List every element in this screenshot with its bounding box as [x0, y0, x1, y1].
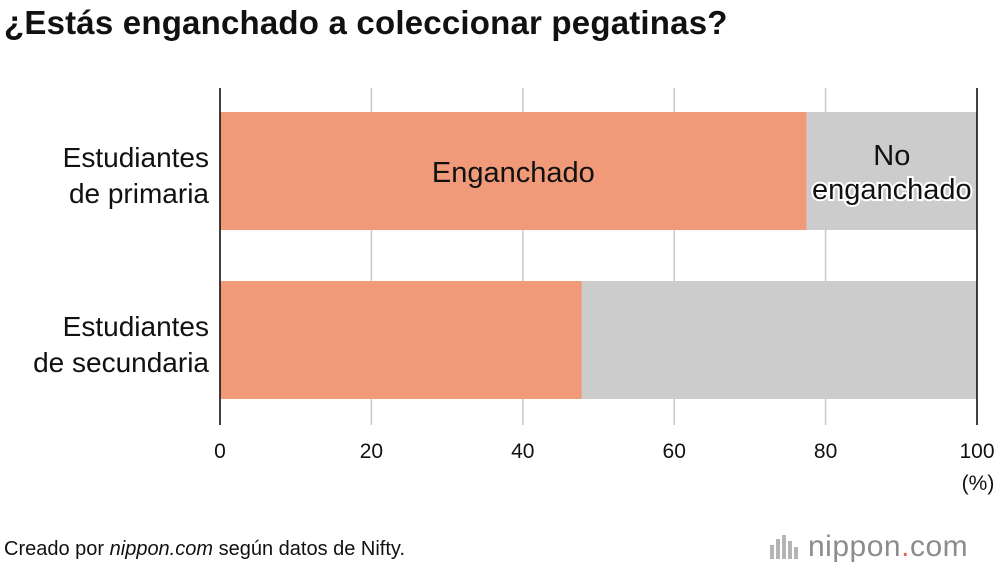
source-site: nippon.com — [109, 538, 214, 560]
x-tick-label: 60 — [663, 440, 686, 463]
x-tick-label: 80 — [814, 440, 837, 463]
series-label-no-line2: enganchado — [812, 174, 972, 206]
source-note: Creado por nippon.com según datos de Nif… — [4, 538, 405, 561]
logo-dot: . — [901, 530, 910, 563]
chart-title: ¿Estás enganchado a coleccionar pegatina… — [4, 4, 728, 41]
x-unit-label: (%) — [962, 472, 995, 495]
x-tick-label: 0 — [214, 440, 226, 463]
logo-bars-icon — [770, 535, 800, 559]
category-label: de primaria — [69, 178, 209, 209]
category-label: Estudiantes — [63, 142, 209, 173]
series-label-no-line1: No — [873, 140, 910, 172]
bar-segment — [220, 112, 807, 230]
bar-segment — [220, 281, 582, 399]
series-label-enganchado: Enganchado — [432, 157, 595, 189]
logo-word: nippon — [808, 530, 902, 563]
x-tick-label: 100 — [959, 440, 994, 463]
category-label: Estudiantes — [63, 311, 209, 342]
logo-wordmark: nippon.com — [808, 530, 968, 564]
x-tick-label: 40 — [511, 440, 534, 463]
bar-segment — [581, 281, 977, 399]
stacked-bar-chart: Estudiantes de primaria Estudiantes de secu… — [33, 88, 995, 495]
logo-tld: com — [909, 530, 969, 563]
bar-segment — [806, 112, 977, 230]
category-label: de secundaria — [33, 347, 209, 378]
source-suffix: según datos de Nifty. — [213, 538, 405, 560]
source-prefix: Creado por — [4, 538, 110, 560]
x-tick-label: 20 — [360, 440, 383, 463]
